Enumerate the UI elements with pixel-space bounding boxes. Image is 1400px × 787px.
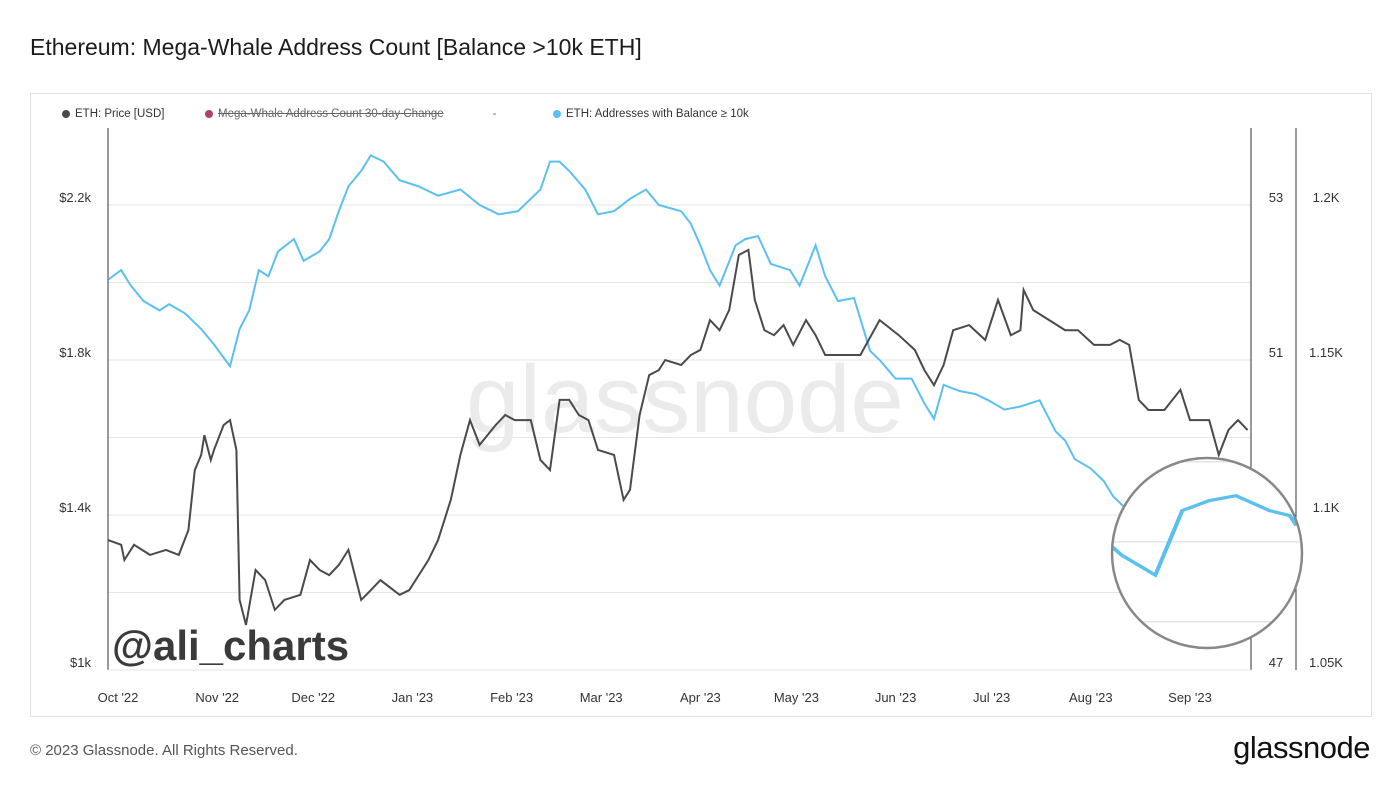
mid-tick-label: 53 — [1269, 190, 1283, 205]
left-tick-label: $2.2k — [59, 190, 91, 205]
legend-dot-icon — [205, 110, 213, 118]
x-tick-label: Jun '23 — [875, 690, 917, 705]
mid-tick-label: 47 — [1269, 655, 1283, 670]
author-tag: @ali_charts — [112, 622, 349, 669]
legend-item-addresses[interactable]: ETH: Addresses with Balance ≥ 10k — [553, 108, 749, 120]
x-tick-label: Jan '23 — [392, 690, 434, 705]
legend-label: ETH: Addresses with Balance ≥ 10k — [566, 108, 749, 120]
glassnode-logo: glassnode — [1233, 730, 1370, 765]
watermark: glassnode — [466, 346, 904, 453]
price-series-line — [108, 248, 1249, 626]
x-tick-label: Jul '23 — [973, 690, 1010, 705]
x-tick-label: May '23 — [774, 690, 819, 705]
x-tick-label: Mar '23 — [580, 690, 623, 705]
left-tick-label: $1.8k — [59, 345, 91, 360]
page-title: Ethereum: Mega-Whale Address Count [Bala… — [30, 34, 642, 60]
left-tick-label: $1.4k — [59, 500, 91, 515]
x-tick-label: Sep '23 — [1168, 690, 1212, 705]
right-tick-label: 1.1K — [1313, 500, 1340, 515]
x-tick-label: Dec '22 — [291, 690, 335, 705]
legend-separator: - — [492, 108, 497, 120]
x-tick-label: Feb '23 — [490, 690, 533, 705]
legend-label: ETH: Price [USD] — [75, 108, 165, 120]
legend-dot-icon — [553, 110, 561, 118]
chart-frame — [30, 93, 1372, 717]
magnifier-zoom — [1112, 458, 1302, 623]
legend-dot-icon — [62, 110, 70, 118]
right-tick-label: 1.15K — [1309, 345, 1343, 360]
mid-tick-label: 51 — [1269, 345, 1283, 360]
right-tick-label: 1.2K — [1313, 190, 1340, 205]
magnifier-content — [1112, 458, 1302, 623]
legend-label: Mega-Whale Address Count 30-day Change — [218, 108, 444, 120]
magnified-addresses-line — [1112, 458, 1299, 578]
x-tick-label: Apr '23 — [680, 690, 721, 705]
magnifier-ring — [1110, 456, 1304, 650]
addresses-series-line — [107, 154, 1249, 573]
right-tick-label: 1.05K — [1309, 655, 1343, 670]
left-tick-label: $1k — [70, 655, 91, 670]
legend-item-mega-whale-change[interactable]: Mega-Whale Address Count 30-day Change - — [205, 108, 497, 120]
copyright: © 2023 Glassnode. All Rights Reserved. — [30, 742, 298, 759]
legend-item-price[interactable]: ETH: Price [USD] — [62, 108, 164, 120]
x-tick-label: Nov '22 — [195, 690, 239, 705]
x-tick-label: Oct '22 — [98, 690, 139, 705]
x-tick-label: Aug '23 — [1069, 690, 1113, 705]
